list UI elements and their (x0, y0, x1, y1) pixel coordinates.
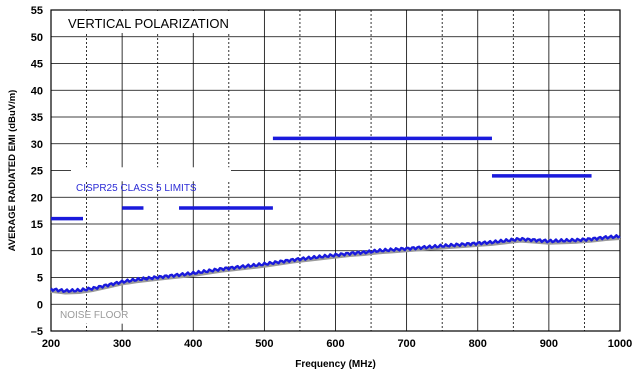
y-tick-label: 35 (31, 112, 43, 124)
y-tick-label: –5 (31, 326, 43, 338)
y-tick-label: 30 (31, 139, 43, 151)
limits-label-bg (71, 167, 231, 182)
y-tick-label: 25 (31, 166, 43, 178)
y-tick-label: 5 (37, 273, 43, 285)
y-tick-label: 20 (31, 192, 43, 204)
y-tick-label: 0 (37, 299, 43, 311)
y-tick-label: 55 (31, 5, 43, 17)
y-tick-label: 40 (31, 85, 43, 97)
y-tick-label: 10 (31, 246, 43, 258)
y-tick-label: 50 (31, 32, 43, 44)
x-tick-label: 1000 (608, 338, 632, 350)
noise-floor-label-bg (56, 310, 138, 324)
limits-label: CISPR25 CLASS 5 LIMITS (76, 183, 197, 194)
x-tick-label: 200 (42, 338, 60, 350)
x-tick-label: 900 (540, 338, 558, 350)
y-tick-label: 45 (31, 59, 43, 71)
x-tick-label: 300 (113, 338, 131, 350)
y-axis-label: AVERAGE RADIATED EMI (dBuV/m) (7, 90, 18, 252)
noise-floor-label: NOISE FLOOR (60, 310, 128, 321)
x-tick-label: 600 (326, 338, 344, 350)
x-tick-label: 700 (397, 338, 415, 350)
x-tick-label: 400 (184, 338, 202, 350)
polarization-label: VERTICAL POLARIZATION (68, 16, 229, 31)
x-axis-label: Frequency (MHz) (295, 359, 376, 370)
polarization-label-bg (52, 11, 232, 33)
x-tick-label: 500 (255, 338, 273, 350)
plot-frame (50, 9, 621, 332)
y-tick-label: 15 (31, 219, 43, 231)
emi-trace (50, 234, 621, 293)
x-tick-label: 800 (469, 338, 487, 350)
